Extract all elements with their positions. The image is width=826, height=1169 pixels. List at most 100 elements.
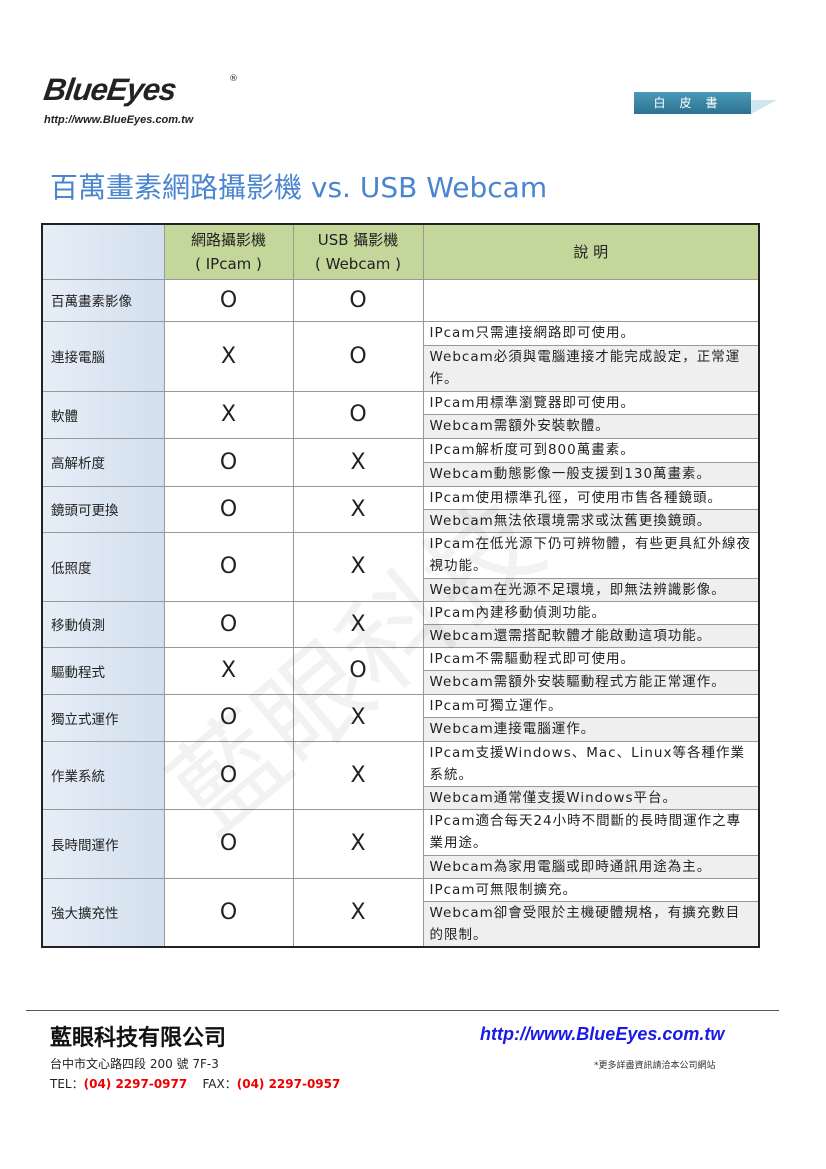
webcam-mark: X (292, 600, 424, 648)
ipcam-mark: O (163, 600, 294, 648)
table-row: 鏡頭可更換 O X IPcam使用標準孔徑，可使用市售各種鏡頭。 (41, 485, 760, 533)
ipcam-description: IPcam適合每天24小時不間斷的長時間運作之專業用途。 (422, 808, 760, 856)
table-row: 長時間運作 O X IPcam適合每天24小時不間斷的長時間運作之專業用途。 (41, 808, 760, 879)
ipcam-description: IPcam不需驅動程式即可使用。 (422, 646, 760, 671)
ipcam-description: IPcam只需連接網路即可使用。 (422, 320, 760, 346)
footer-url[interactable]: http://www.BlueEyes.com.tw (480, 1024, 725, 1044)
header-ipcam: 網路攝影機 ( IPcam ) (163, 223, 294, 280)
webcam-mark: X (292, 877, 424, 947)
ipcam-description: IPcam內建移動偵測功能。 (422, 600, 760, 625)
header-webcam: USB 攝影機 ( Webcam ) (292, 223, 424, 280)
ipcam-mark: O (163, 808, 294, 879)
table-row: Webcam卻會受限於主機硬體規格，有擴充數目的限制。 (42, 900, 760, 947)
table-row: Webcam通常僅支援Windows平台。 (42, 785, 760, 810)
ipcam-mark: O (163, 531, 294, 602)
table-row: Webcam連接電腦運作。 (42, 716, 760, 742)
row-label: 長時間運作 (41, 808, 165, 879)
address: 台中市文心路四段 200 號 7F-3 (50, 1057, 219, 1071)
table-row: 高解析度 O X IPcam解析度可到800萬畫素。 (41, 437, 760, 487)
blueeyes-logo: BlueEyes (41, 72, 179, 107)
ipcam-description: IPcam解析度可到800萬畫素。 (422, 437, 760, 463)
header-ipcam-line2: ( IPcam ) (195, 254, 262, 273)
tel-number: (04) 2297-0977 (83, 1077, 188, 1091)
ipcam-description (422, 278, 760, 322)
fax-label: FAX： (202, 1077, 237, 1091)
website-note: *更多詳盡資訊請洽本公司網站 (594, 1061, 716, 1071)
ipcam-mark: X (163, 646, 294, 695)
webcam-description: Webcam通常僅支援Windows平台。 (422, 785, 760, 810)
webcam-mark: X (292, 485, 424, 533)
table-row: 低照度 O X IPcam在低光源下仍可辨物體，有些更具紅外線夜視功能。 (41, 531, 760, 602)
ipcam-mark: O (163, 485, 294, 533)
badge-tail (751, 100, 777, 114)
table-row: 獨立式運作 O X IPcam可獨立運作。 (41, 693, 760, 742)
ipcam-description: IPcam用標準瀏覽器即可使用。 (422, 390, 760, 415)
ipcam-mark: X (163, 320, 294, 392)
logo-url[interactable]: http://www.BlueEyes.com.tw (44, 114, 194, 126)
table-row: 驅動程式 X O IPcam不需驅動程式即可使用。 (41, 646, 760, 695)
row-label: 移動偵測 (41, 600, 165, 648)
ipcam-mark: O (163, 693, 294, 742)
webcam-mark: O (292, 390, 424, 439)
row-label: 低照度 (41, 531, 165, 602)
webcam-description: Webcam卻會受限於主機硬體規格，有擴充數目的限制。 (422, 900, 760, 947)
row-label: 作業系統 (41, 740, 165, 810)
table-row: Webcam必須與電腦連接才能完成設定，正常運作。 (42, 344, 760, 392)
row-label: 高解析度 (41, 437, 165, 487)
row-label: 連接電腦 (41, 320, 165, 392)
table-row: Webcam還需搭配軟體才能啟動這項功能。 (42, 623, 760, 648)
webcam-description: Webcam需額外安裝軟體。 (422, 413, 760, 439)
page-title: 百萬畫素網路攝影機 vs. USB Webcam (50, 171, 548, 204)
row-label: 強大擴充性 (41, 877, 165, 947)
webcam-description: Webcam在光源不足環境，即無法辨識影像。 (422, 577, 760, 602)
header-webcam-line2: ( Webcam ) (315, 254, 401, 273)
contact-line: TEL：(04) 2297-0977 FAX：(04) 2297-0957 (50, 1075, 340, 1092)
row-label: 百萬畫素影像 (41, 278, 165, 322)
ipcam-mark: X (163, 390, 294, 439)
table-row: 強大擴充性 O X IPcam可無限制擴充。 (41, 877, 760, 947)
row-label: 獨立式運作 (41, 693, 165, 742)
comparison-table: 網路攝影機 ( IPcam ) USB 攝影機 ( Webcam ) 說 明 百萬畫… (41, 223, 760, 948)
table-row: Webcam動態影像一般支援到130萬畫素。 (42, 461, 760, 487)
table-row: 軟體 X O IPcam用標準瀏覽器即可使用。 (41, 390, 760, 439)
company-name: 藍眼科技有限公司 (50, 1026, 227, 1051)
ipcam-description: IPcam使用標準孔徑，可使用市售各種鏡頭。 (422, 485, 760, 510)
ipcam-mark: O (163, 437, 294, 487)
webcam-mark: X (292, 808, 424, 879)
webcam-description: Webcam還需搭配軟體才能啟動這項功能。 (422, 623, 760, 648)
ipcam-description: IPcam在低光源下仍可辨物體，有些更具紅外線夜視功能。 (422, 531, 760, 579)
webcam-mark: X (292, 531, 424, 602)
ipcam-mark: O (163, 740, 294, 810)
webcam-description: Webcam為家用電腦或即時通訊用途為主。 (422, 854, 760, 879)
table-row: 連接電腦 X O IPcam只需連接網路即可使用。 (41, 320, 760, 392)
webcam-description: Webcam連接電腦運作。 (422, 716, 760, 742)
table-row: Webcam為家用電腦或即時通訊用途為主。 (42, 854, 760, 879)
white-paper-badge: 白皮書 (634, 92, 751, 114)
webcam-mark: X (292, 437, 424, 487)
registered-mark: ® (229, 74, 238, 84)
fax-number: (04) 2297-0957 (236, 1077, 341, 1091)
ipcam-description: IPcam可獨立運作。 (422, 693, 760, 718)
footer-divider (26, 1010, 779, 1011)
table-row: Webcam需額外安裝軟體。 (42, 413, 760, 439)
ipcam-mark: O (163, 877, 294, 947)
table-row: Webcam需額外安裝驅動程式方能正常運作。 (42, 669, 760, 695)
webcam-mark: O (292, 646, 424, 695)
webcam-mark: X (292, 740, 424, 810)
webcam-mark: O (292, 320, 424, 392)
table-row: 百萬畫素影像 O O (41, 278, 760, 322)
header-corner (41, 223, 165, 280)
webcam-description: Webcam無法依環境需求或汰舊更換鏡頭。 (422, 508, 760, 533)
table-row: Webcam無法依環境需求或汰舊更換鏡頭。 (42, 508, 760, 533)
row-label: 驅動程式 (41, 646, 165, 695)
ipcam-mark: O (163, 278, 294, 322)
row-label: 軟體 (41, 390, 165, 439)
webcam-description: Webcam必須與電腦連接才能完成設定，正常運作。 (422, 344, 760, 392)
webcam-mark: O (292, 278, 424, 322)
ipcam-description: IPcam可無限制擴充。 (422, 877, 760, 902)
webcam-description: Webcam動態影像一般支援到130萬畫素。 (422, 461, 760, 487)
header-ipcam-line1: 網路攝影機 (190, 230, 266, 249)
tel-label: TEL： (50, 1077, 84, 1091)
header-description: 說 明 (422, 223, 760, 280)
